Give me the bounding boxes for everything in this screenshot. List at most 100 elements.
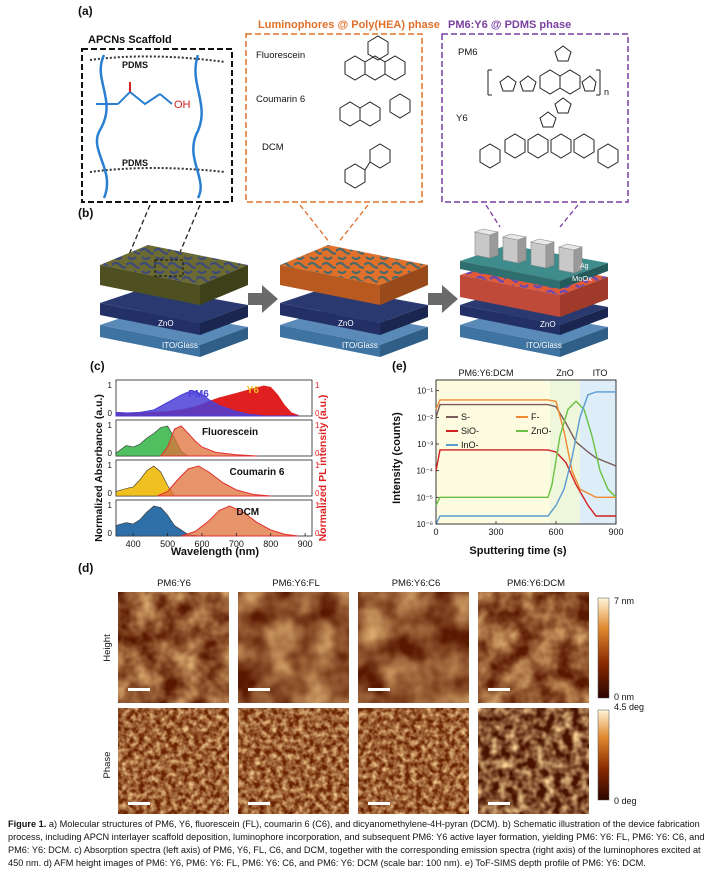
polymer-n: n (604, 87, 609, 97)
afm-height-fl (238, 592, 349, 703)
e-legend-label: F- (531, 412, 540, 422)
e-x-tick-label: 600 (548, 527, 563, 537)
c-area-absorbance (115, 505, 203, 537)
afm-height-row (118, 592, 589, 703)
layer-right-zno: ZnO (540, 320, 556, 329)
scaffold-box (81, 48, 233, 203)
e-region-label-active: PM6:Y6:DCM (458, 368, 513, 378)
layer-right-ito: ITO/Glass (526, 341, 562, 350)
c-label-dcm: DCM (236, 507, 259, 518)
c-right-tick: 0 (315, 529, 320, 538)
afm-col-fl: PM6:Y6:FL (272, 578, 320, 589)
scale-bar (488, 688, 510, 691)
luminophore-dcm: DCM (262, 142, 284, 153)
phase-colorbar (597, 709, 610, 801)
scale-bar (128, 802, 150, 805)
height-colorbar (597, 597, 610, 699)
layer-mid-zno: ZnO (338, 319, 354, 328)
connector-scaffold (127, 205, 201, 258)
c-label-y6: Y6 (247, 385, 260, 396)
c-left-tick: 1 (108, 421, 113, 430)
c-left-tick: 1 (108, 461, 113, 470)
layer-right-ag: Ag (580, 263, 589, 270)
e-region-ito (580, 380, 616, 524)
scale-bar (248, 802, 270, 805)
panel-b: (b) ZnO ITO/Glass (78, 205, 608, 357)
afm-phase-row (118, 708, 589, 814)
phase-scale-top: 4.5 deg (614, 702, 644, 712)
e-series-s (435, 403, 617, 467)
e-x-tick-label: 900 (608, 527, 623, 537)
c-ylabel-left: Normalized Absorbance (a.u.) (93, 394, 105, 542)
height-scale-top: 7 nm (614, 596, 634, 606)
layer-left-ito: ITO/Glass (162, 341, 198, 350)
c-right-tick: 0 (315, 449, 320, 458)
active-structures (479, 45, 619, 169)
scale-bar (368, 802, 390, 805)
c-x-tick-label: 900 (298, 539, 313, 549)
c-x-tick-label: 500 (160, 539, 175, 549)
afm-phase-dcm (478, 708, 589, 814)
e-series-ino (435, 391, 616, 525)
e-y-tick-label: 10⁻⁴ (416, 467, 433, 476)
scale-bar (488, 802, 510, 805)
c-label-pm6: PM6 (188, 389, 209, 400)
c-right-tick: 1 (315, 421, 320, 430)
afm-col-pm6y6: PM6:Y6 (157, 578, 191, 589)
stack-middle (280, 245, 428, 357)
pdms-label-top: PDMS (122, 60, 148, 70)
e-x-tick-label: 0 (433, 527, 438, 537)
c-label-fluorescein: Fluorescein (202, 427, 258, 438)
e-xlabel: Sputtering time (s) (469, 545, 567, 557)
c-right-tick: 0 (315, 489, 320, 498)
scaffold-title: APCNs Scaffold (88, 34, 172, 46)
phase-scale-bottom: 0 deg (614, 796, 637, 806)
stack-left (100, 245, 248, 357)
panel-label-a: (a) (78, 4, 93, 18)
panel-e-plot-area: 10⁻⁶ 10⁻⁵ 10⁻⁴ 10⁻³ 10⁻² 10⁻¹ 0 300 600 900 PM6:Y6… (416, 368, 623, 537)
layer-right-moox: MoOx (572, 274, 592, 283)
e-region-active (436, 380, 550, 524)
e-y-tick-label: 10⁻⁶ (417, 520, 433, 529)
caption-text: a) Molecular structures of PM6, Y6, fluo… (8, 819, 705, 868)
c-x-tick-label: 600 (194, 539, 209, 549)
c-x-tick-label: 800 (263, 539, 278, 549)
e-plot-frame (435, 379, 617, 525)
afm-phase-c6 (358, 708, 469, 814)
e-y-tick-label: 10⁻⁵ (417, 493, 433, 502)
c-right-tick: 1 (315, 501, 320, 510)
e-y-tick-label: 10⁻¹ (417, 387, 433, 396)
c-area-pm6 (115, 390, 299, 417)
scaffold-drawing (89, 54, 226, 199)
c-right-tick: 1 (315, 461, 320, 470)
afm-phase-pm6y6 (118, 708, 229, 814)
afm-height-c6 (358, 592, 469, 703)
e-legend-label: SiO- (461, 426, 479, 436)
panel-label-c: (c) (90, 359, 105, 373)
c-area-absorbance (115, 465, 176, 497)
active-y6: Y6 (456, 113, 468, 124)
e-region-label-zno: ZnO (556, 368, 574, 378)
active-box (441, 33, 629, 203)
e-x-tick-label: 300 (488, 527, 503, 537)
panel-e-chart: (e) 10⁻⁶ 10⁻⁵ 10⁻⁴ 10⁻³ 10⁻² 10⁻¹ 0 300 600 900 PM… (391, 359, 624, 557)
c-right-tick: 1 (315, 381, 320, 390)
process-arrow-1 (248, 285, 278, 313)
e-y-tick-label: 10⁻³ (417, 440, 433, 449)
c-left-tick: 1 (108, 381, 113, 390)
e-series-f (435, 399, 616, 498)
c-label-coumarin6: Coumarin 6 (229, 467, 284, 478)
active-title: PM6:Y6 @ PDMS phase (448, 19, 571, 31)
e-legend-label: ZnO- (531, 426, 552, 436)
panel-label-d: (d) (78, 561, 93, 575)
c-area-emission (159, 425, 258, 457)
afm-row-phase: Phase (102, 752, 113, 779)
panel-c-chart: (c) PM6 Y6 1 0 1 0 Fluorescein 1 0 1 0 Coumarin 6 1 0… (90, 359, 329, 558)
afm-col-dcm: PM6:Y6:DCM (507, 578, 565, 589)
e-y-tick-label: 10⁻² (417, 413, 433, 422)
c-xlabel: Wavelength (nm) (171, 546, 260, 558)
panel-c-plot-area: PM6 Y6 1 0 1 0 Fluorescein 1 0 1 0 Coumarin 6 1 0 1 0 DC… (108, 379, 320, 549)
luminophore-fluorescein: Fluorescein (256, 50, 305, 61)
afm-height-dcm (478, 592, 589, 703)
panel-label-e: (e) (392, 359, 407, 373)
